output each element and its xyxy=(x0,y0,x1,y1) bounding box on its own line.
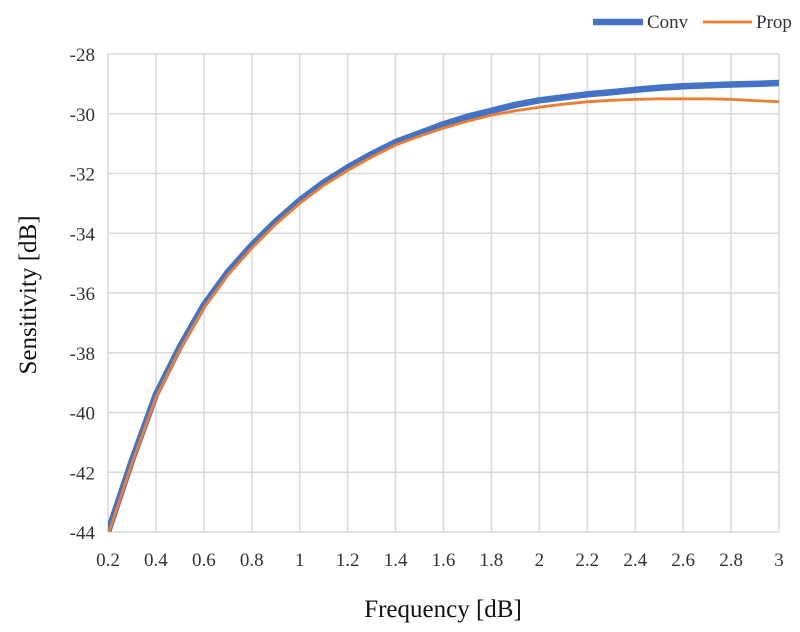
x-tick-label: 1.8 xyxy=(480,550,504,571)
x-tick-label: 1.4 xyxy=(384,550,408,571)
y-tick-label: -42 xyxy=(70,463,95,484)
series-line-conv xyxy=(108,79,779,532)
y-axis-title: Sensitivity [dB] xyxy=(15,215,42,374)
y-tick-label: -44 xyxy=(70,523,96,544)
y-tick-label: -36 xyxy=(70,284,95,305)
y-tick-label: -30 xyxy=(70,105,95,126)
series-lines xyxy=(108,79,779,532)
legend-label-conv: Conv xyxy=(647,12,689,33)
y-tick-label: -38 xyxy=(70,344,95,365)
y-tick-label: -34 xyxy=(70,224,96,245)
y-tick-label: -28 xyxy=(70,45,95,66)
y-tick-label: -40 xyxy=(70,404,95,425)
x-tick-label: 0.4 xyxy=(144,550,168,571)
x-tick-label: 2.8 xyxy=(719,550,743,571)
grid-lines xyxy=(107,53,780,533)
x-tick-label: 1 xyxy=(295,550,305,571)
series-line-prop xyxy=(108,97,779,532)
y-tick-label: -32 xyxy=(70,165,95,186)
x-tick-label: 0.6 xyxy=(192,550,216,571)
x-tick-label: 2.6 xyxy=(671,550,695,571)
y-tick-labels: -28 -30 -32 -34 -36 -38 -40 -42 -44 xyxy=(70,45,96,544)
x-tick-label: 1.6 xyxy=(432,550,456,571)
x-tick-labels: 0.2 0.4 0.6 0.8 1 1.2 1.4 1.6 1.8 2 2.2 2.4 2.6 2.8 3 xyxy=(96,550,784,571)
x-tick-label: 3 xyxy=(774,550,784,571)
x-tick-label: 0.2 xyxy=(96,550,120,571)
x-tick-label: 2.2 xyxy=(575,550,599,571)
x-tick-label: 1.2 xyxy=(336,550,360,571)
legend-label-prop: Prop xyxy=(756,12,792,33)
x-axis-title: Frequency [dB] xyxy=(364,596,522,623)
x-tick-label: 2 xyxy=(535,550,545,571)
x-tick-label: 2.4 xyxy=(623,550,647,571)
legend: Conv Prop xyxy=(593,12,792,33)
x-tick-label: 0.8 xyxy=(240,550,264,571)
